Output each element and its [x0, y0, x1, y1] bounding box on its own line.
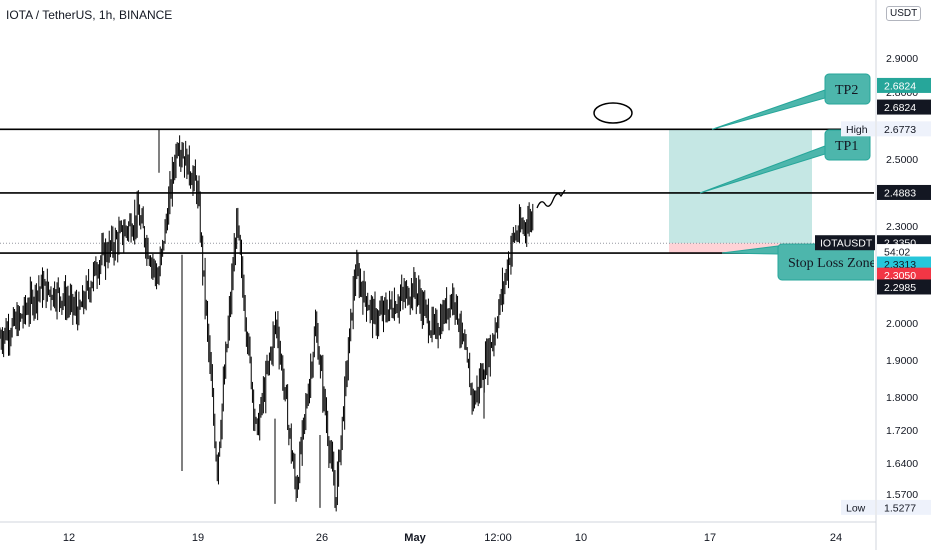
y-tick-label: 2.3000 [886, 221, 918, 233]
price-tag-bg [877, 184, 931, 200]
y-tick-label: 2.5000 [886, 154, 918, 166]
y-tick-label: 1.6400 [886, 458, 918, 470]
chart-title: IOTA / TetherUS, 1h, BINANCE [6, 8, 173, 22]
x-tick-label: May [404, 532, 426, 544]
callout-box [824, 73, 871, 105]
price-tag-label: 2.6773 [884, 124, 916, 136]
y-tick-label: 1.7200 [886, 425, 918, 437]
drawings-layer [536, 102, 633, 209]
x-tick-label: 19 [192, 532, 204, 544]
x-tick-label: 10 [575, 532, 587, 544]
price-tag-bg [877, 77, 931, 93]
projection-squiggle [536, 189, 566, 209]
x-tick-label: 12 [63, 532, 75, 544]
price-tag-label: 2.4883 [884, 187, 916, 199]
price-tag-prefix: Low [846, 502, 866, 514]
x-tick-label: 17 [704, 532, 716, 544]
price-tag-bg [877, 279, 931, 295]
price-tag-prefix-bg [841, 121, 875, 137]
callout-label: TP1 [835, 139, 858, 154]
callouts-layer: TP2 TP1 Stop Loss Zone [699, 73, 876, 281]
candles-layer [0, 129, 534, 512]
price-tag-label: 2.2985 [884, 282, 916, 294]
y-tick-label: 1.8000 [886, 392, 918, 404]
callout-pointer [711, 89, 826, 130]
price-tag-prefix-bg [841, 499, 875, 515]
circle-annotation [593, 102, 633, 124]
price-tag-bg [877, 244, 931, 260]
callout-label: Stop Loss Zone [788, 256, 876, 271]
y-tick-label: 2.0000 [886, 318, 918, 330]
x-tick-label: 26 [316, 532, 328, 544]
price-tag-bg [877, 499, 931, 515]
price-tag-label: 2.3050 [884, 270, 916, 282]
callout-label: TP2 [835, 83, 858, 98]
target-zone [669, 129, 812, 244]
price-tag-prefix-bg [815, 235, 875, 251]
price-tag-label: 2.6824 [884, 102, 916, 114]
y-tick-label: 1.5700 [886, 489, 918, 501]
stop-loss-zone [669, 243, 812, 254]
x-tick-label: 24 [830, 532, 842, 544]
price-tag-prefix: High [846, 124, 868, 136]
price-tag-prefix: IOTAUSDT [820, 238, 873, 250]
y-tick-label: 1.9000 [886, 355, 918, 367]
price-tag-label: 1.5277 [884, 502, 916, 514]
price-tag-bg [877, 99, 931, 115]
price-tag-label: 2.6824 [884, 80, 916, 92]
price-tag-label: 54:02 [884, 247, 910, 259]
price-tag-bg [877, 267, 931, 283]
zones-layer [669, 129, 812, 254]
y-tick-label: 2.9000 [886, 53, 918, 65]
price-tag-bg [877, 121, 931, 137]
unit-button[interactable]: USDT [886, 6, 922, 21]
x-tick-label: 12:00 [484, 532, 512, 544]
